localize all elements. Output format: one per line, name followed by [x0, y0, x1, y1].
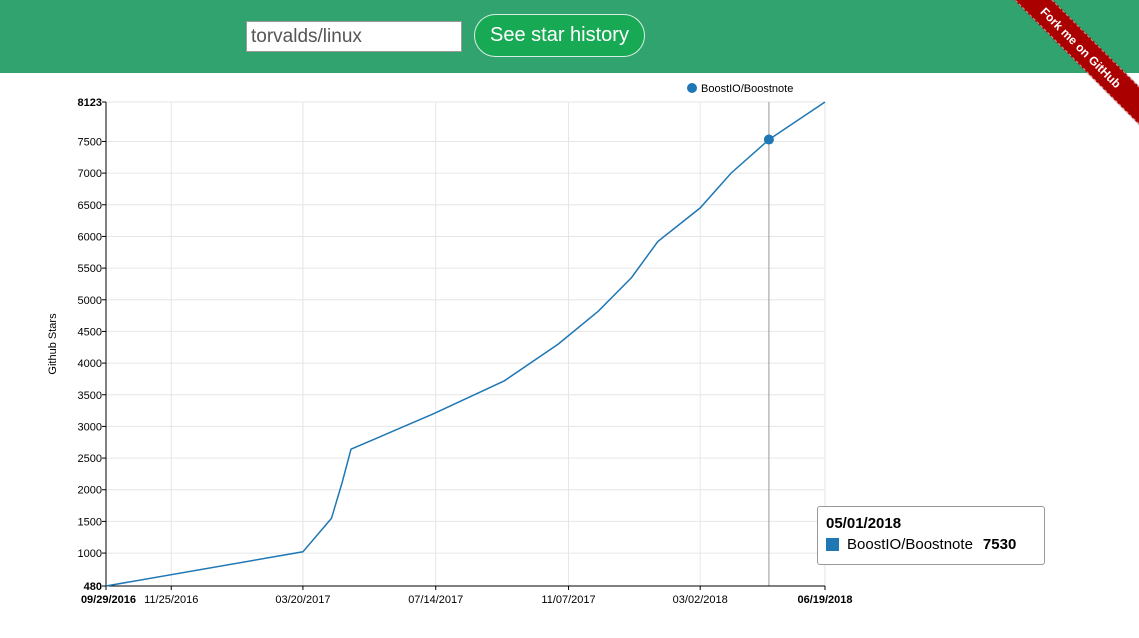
top-bar: See star history: [0, 0, 1139, 73]
see-star-history-button[interactable]: See star history: [474, 14, 645, 57]
y-tick-label: 5000: [78, 295, 102, 307]
y-tick-label: 4500: [78, 326, 102, 338]
repo-input[interactable]: [246, 21, 462, 52]
tooltip: 05/01/2018 BoostIO/Boostnote 7530: [817, 506, 1045, 565]
series-line-boostnote: [105, 101, 826, 587]
x-tick-label: 03/20/2017: [275, 594, 330, 606]
x-tick-label: 03/02/2018: [673, 594, 728, 606]
tooltip-swatch: [826, 538, 839, 551]
x-grid: [105, 102, 826, 590]
x-tick-label: 09/29/2016: [81, 594, 136, 606]
y-tick-label: 1500: [78, 516, 102, 528]
legend-label[interactable]: BoostIO/Boostnote: [701, 83, 793, 95]
y-tick-label: 2500: [78, 453, 102, 465]
x-tick-labels: 09/29/2016 11/25/2016 03/20/2017 07/14/2017…: [81, 594, 853, 606]
tooltip-date: 05/01/2018: [826, 515, 902, 532]
y-tick-label: 7000: [78, 168, 102, 180]
y-tick-label: 3500: [78, 390, 102, 402]
y-tick-label: 3000: [78, 421, 102, 433]
y-tick-label: 6000: [78, 231, 102, 243]
x-tick-label: 07/14/2017: [408, 594, 463, 606]
x-tick-label: 11/25/2016: [144, 594, 198, 606]
y-tick-label: 6500: [78, 200, 102, 212]
y-grid: [102, 101, 825, 587]
x-tick-label: 06/19/2018: [797, 594, 852, 606]
y-tick-label: 8123: [78, 97, 102, 109]
y-tick-label: 2000: [78, 485, 102, 497]
hover-point-marker[interactable]: [763, 134, 774, 145]
y-tick-label: 4000: [78, 358, 102, 370]
y-tick-label: 7500: [78, 136, 102, 148]
tooltip-value: 7530: [982, 536, 1017, 553]
y-tick-label: 1000: [78, 548, 102, 560]
x-tick-label: 11/07/2017: [541, 594, 595, 606]
y-tick-labels: 480 1000 1500 2000 2500 3000 3500 4000 4500 5000 5…: [78, 97, 102, 593]
star-history-chart: 480 1000 1500 2000 2500 3000 3500 4000 4500 5000 5…: [47, 83, 853, 606]
y-tick-label: 5500: [78, 263, 102, 275]
tooltip-row: BoostIO/Boostnote 7530: [826, 536, 1036, 553]
tooltip-series-name: BoostIO/Boostnote: [847, 536, 973, 553]
y-tick-label: 480: [84, 581, 102, 593]
legend-dot: [687, 83, 697, 93]
y-axis-label: Github Stars: [47, 313, 59, 375]
